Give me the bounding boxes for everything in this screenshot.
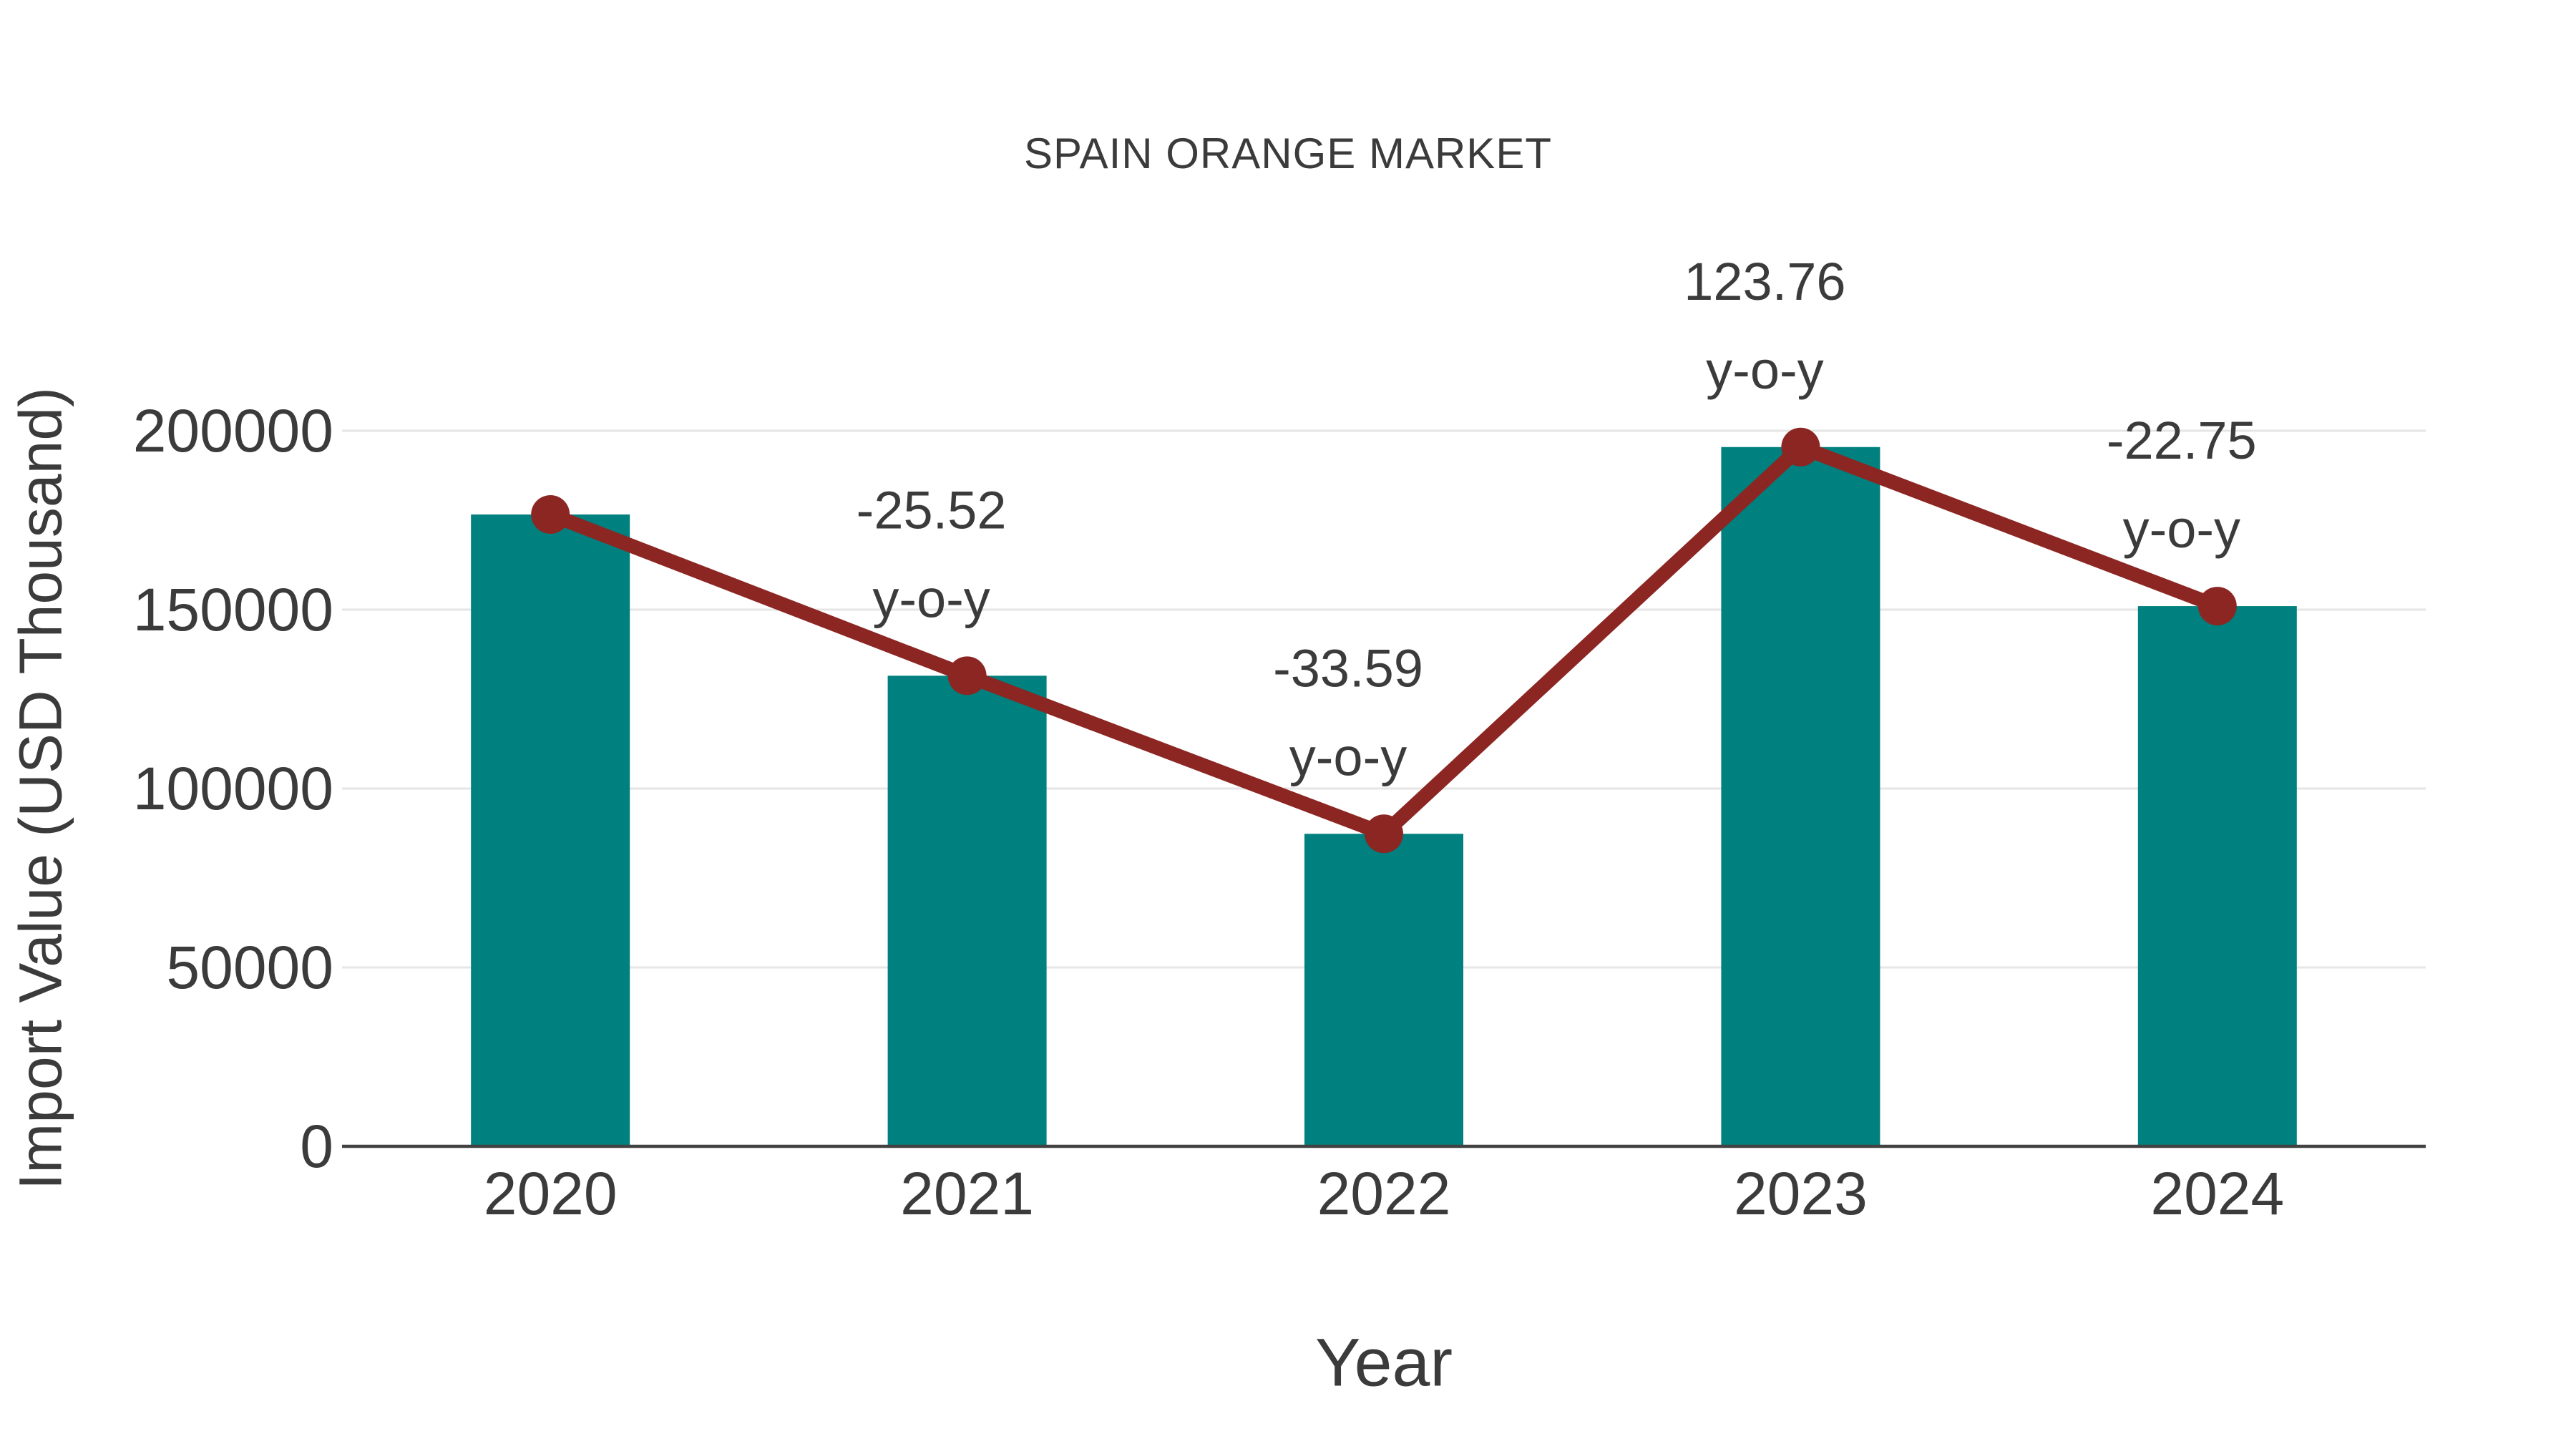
y-tick-label-200000: 200000: [133, 397, 333, 464]
data-point-2021: [947, 656, 987, 696]
x-tick-label-2022: 2022: [1317, 1160, 1451, 1227]
annotation-label-2024: y-o-y: [2123, 499, 2240, 559]
y-tick-label-100000: 100000: [133, 755, 333, 822]
chart-title: SPAIN ORANGE MARKET: [1023, 130, 1552, 177]
data-point-2024: [2197, 587, 2237, 626]
x-tick-label-2024: 2024: [2150, 1160, 2284, 1227]
data-point-2022: [1365, 814, 1403, 854]
line-series: [531, 427, 2237, 854]
annotation-label-2022: y-o-y: [1289, 727, 1407, 786]
x-axis-title: Year: [1315, 1324, 1453, 1401]
x-tick-label-2020: 2020: [484, 1160, 618, 1227]
annotation-value-2022: -33.59: [1273, 638, 1423, 698]
annotation-value-2023: 123.76: [1684, 252, 1845, 311]
data-point-2023: [1781, 427, 1820, 467]
y-tick-label-150000: 150000: [133, 576, 333, 643]
annotation-label-2023: y-o-y: [1706, 341, 1823, 400]
bar-2024: [2137, 606, 2297, 1146]
bar-2023: [1721, 447, 1880, 1146]
x-tick-label-2023: 2023: [1734, 1160, 1868, 1227]
y-tick-label-0: 0: [300, 1113, 333, 1180]
data-point-2020: [531, 495, 570, 534]
y-tick-labels: 0 50000 100000 150000 200000: [133, 397, 333, 1180]
bar-2022: [1304, 834, 1463, 1146]
annotation-value-2024: -22.75: [2107, 411, 2257, 470]
bar-2021: [887, 675, 1047, 1146]
annotation-label-2021: y-o-y: [872, 569, 990, 628]
bar-series: [471, 447, 2297, 1146]
bar-2020: [471, 514, 630, 1146]
y-tick-label-50000: 50000: [166, 934, 333, 1001]
annotation-value-2021: -25.52: [857, 480, 1007, 540]
x-tick-label-2021: 2021: [900, 1160, 1034, 1227]
annotations: -25.52 y-o-y -33.59 y-o-y 123.76 y-o-y -22.75 y…: [857, 252, 2257, 787]
x-tick-labels: 2020 2021 2022 2023 2024: [484, 1160, 2284, 1227]
